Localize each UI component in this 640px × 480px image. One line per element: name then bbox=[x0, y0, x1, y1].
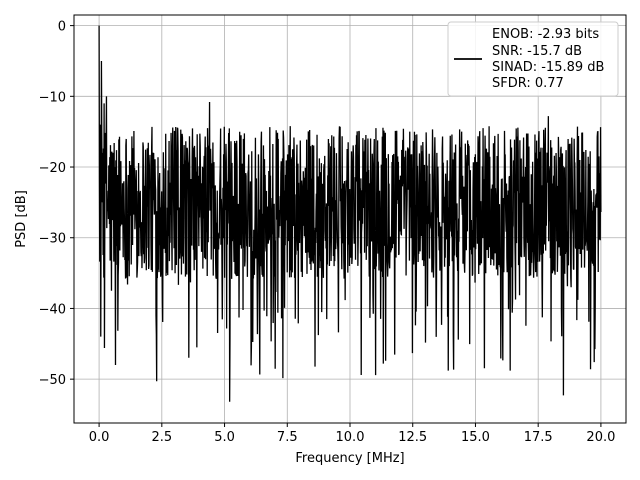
x-tick-label: 10.0 bbox=[336, 430, 365, 445]
x-axis: 0.0 2.5 5.0 7.5 10.0 12.5 15.0 17.5 20.0 bbox=[89, 423, 615, 445]
y-tick-label: −20 bbox=[39, 161, 66, 176]
x-axis-label: Frequency [MHz] bbox=[295, 451, 404, 466]
y-tick-label: −30 bbox=[39, 232, 66, 247]
legend-line-4: SFDR: 0.77 bbox=[492, 76, 564, 91]
series-layer bbox=[98, 25, 602, 402]
y-tick-label: −50 bbox=[39, 373, 66, 388]
legend-line-2: SNR: -15.7 dB bbox=[492, 44, 582, 59]
legend-line-3: SINAD: -15.89 dB bbox=[492, 60, 604, 75]
psd-series-line bbox=[98, 25, 602, 402]
y-tick-label: 0 bbox=[58, 20, 66, 35]
x-tick-label: 17.5 bbox=[524, 430, 553, 445]
x-tick-label: 15.0 bbox=[461, 430, 490, 445]
y-tick-label: −40 bbox=[39, 302, 66, 317]
x-tick-label: 7.5 bbox=[277, 430, 298, 445]
legend: ENOB: -2.93 bits SNR: -15.7 dB SINAD: -1… bbox=[447, 21, 619, 97]
x-tick-label: 12.5 bbox=[398, 430, 427, 445]
x-tick-label: 2.5 bbox=[151, 430, 172, 445]
y-axis-label: PSD [dB] bbox=[14, 190, 29, 248]
x-tick-label: 5.0 bbox=[214, 430, 235, 445]
x-tick-label: 20.0 bbox=[586, 430, 615, 445]
x-tick-label: 0.0 bbox=[89, 430, 110, 445]
y-tick-label: −10 bbox=[39, 90, 66, 105]
legend-line-1: ENOB: -2.93 bits bbox=[492, 27, 599, 42]
y-axis: 0 −10 −20 −30 −40 −50 bbox=[39, 20, 74, 388]
legend-box bbox=[447, 21, 619, 97]
